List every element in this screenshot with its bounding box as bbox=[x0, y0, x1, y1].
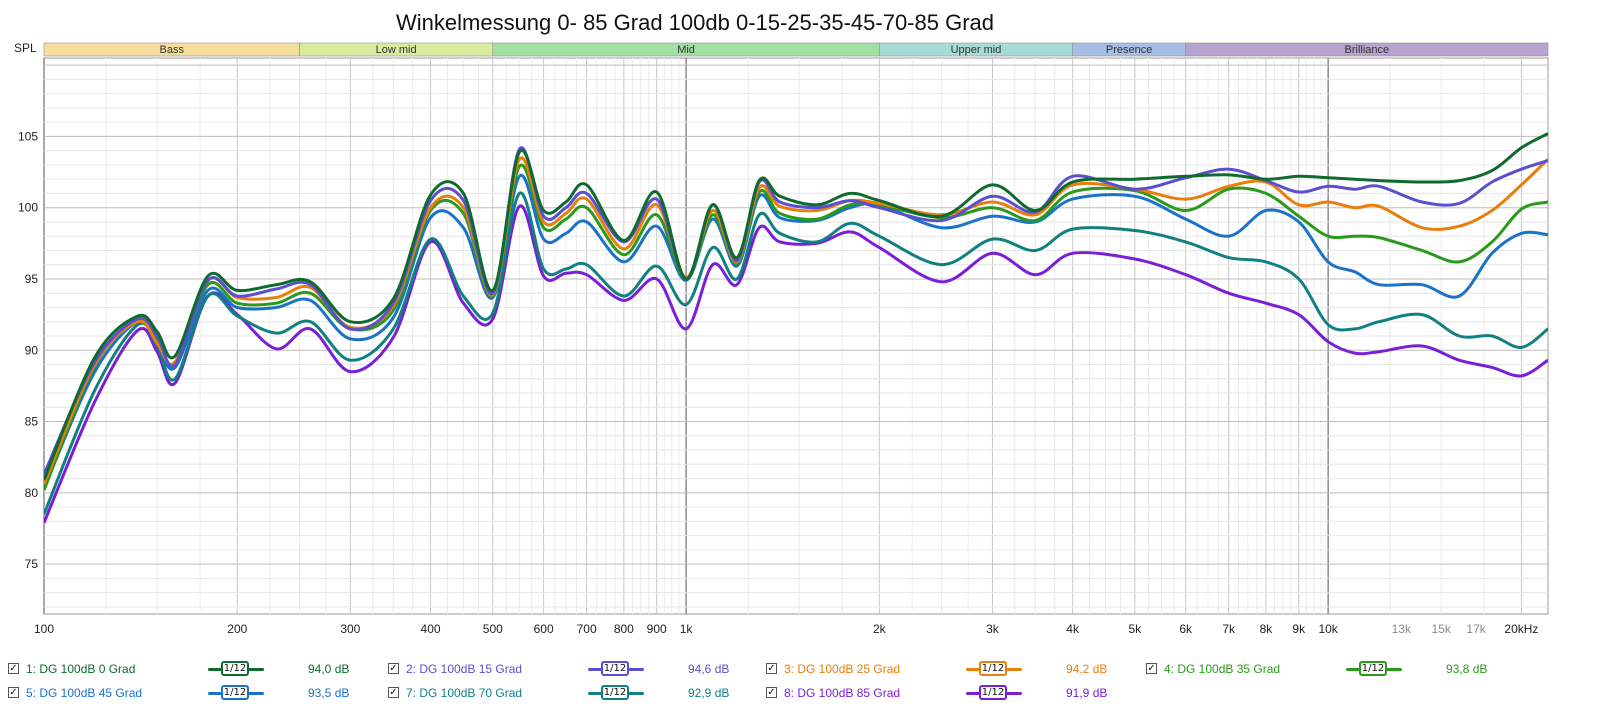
legend-checkbox[interactable]: ✓ bbox=[766, 687, 777, 698]
legend-checkbox[interactable]: ✓ bbox=[8, 663, 19, 674]
smoothing-control[interactable]: 1/12 bbox=[966, 684, 1022, 702]
series-line bbox=[44, 191, 1548, 515]
series-line bbox=[44, 163, 1548, 491]
series-line bbox=[44, 132, 1548, 481]
y-tick-label: 100 bbox=[18, 201, 38, 215]
y-tick-label: 95 bbox=[25, 272, 39, 286]
smoothing-label: 1/12 bbox=[1359, 661, 1387, 676]
y-tick-label: 105 bbox=[18, 129, 38, 143]
x-tick-label: 800 bbox=[614, 622, 634, 636]
smoothing-label: 1/12 bbox=[601, 685, 629, 700]
chart-title: Winkelmessung 0- 85 Grad 100db 0-15-25-3… bbox=[396, 10, 994, 35]
series-line bbox=[44, 204, 1548, 524]
x-tick-label: 7k bbox=[1222, 622, 1236, 636]
smoothing-control[interactable]: 1/12 bbox=[208, 660, 264, 678]
legend-series-name: 1: DG 100dB 0 Grad bbox=[26, 662, 136, 676]
legend-item: ✓ 7: DG 100dB 70 Grad 1/12 92,9 dB bbox=[388, 684, 758, 704]
legend-item: ✓ 8: DG 100dB 85 Grad 1/12 91,9 dB bbox=[766, 684, 1136, 704]
legend-series-name: 4: DG 100dB 35 Grad bbox=[1164, 662, 1281, 676]
smoothing-control[interactable]: 1/12 bbox=[208, 684, 264, 702]
legend-item: ✓ 2: DG 100dB 15 Grad 1/12 94,6 dB bbox=[388, 660, 758, 680]
legend-checkbox[interactable]: ✓ bbox=[388, 663, 399, 674]
y-tick-label: 85 bbox=[25, 415, 39, 429]
x-tick-label: 17k bbox=[1466, 622, 1486, 636]
legend-series-name: 8: DG 100dB 85 Grad bbox=[784, 686, 901, 700]
x-tick-label: 20kHz bbox=[1504, 622, 1538, 636]
legend-level: 94,2 dB bbox=[1066, 662, 1108, 676]
y-tick-label: 75 bbox=[25, 557, 39, 571]
legend-level: 94,6 dB bbox=[688, 662, 730, 676]
band-label: Low mid bbox=[376, 44, 417, 56]
legend-item: ✓ 4: DG 100dB 35 Grad 1/12 93,8 dB bbox=[1146, 660, 1516, 680]
x-tick-label: 6k bbox=[1179, 622, 1193, 636]
smoothing-label: 1/12 bbox=[979, 685, 1007, 700]
smoothing-label: 1/12 bbox=[979, 661, 1007, 676]
smoothing-label: 1/12 bbox=[601, 661, 629, 676]
legend-item: ✓ 5: DG 100dB 45 Grad 1/12 93,5 dB bbox=[8, 684, 378, 704]
x-tick-label: 100 bbox=[34, 622, 54, 636]
legend-level: 94,0 dB bbox=[308, 662, 350, 676]
x-tick-label: 700 bbox=[577, 622, 597, 636]
series-lines bbox=[44, 132, 1548, 524]
x-tick-label: 200 bbox=[227, 622, 247, 636]
legend-level: 93,5 dB bbox=[308, 686, 350, 700]
x-axis-ticks: 100 200 300 400 500 600 700 800 900 1k 2k 3k 4k 5k 6k 7… bbox=[34, 622, 1538, 636]
smoothing-control[interactable]: 1/12 bbox=[966, 660, 1022, 678]
x-tick-label: 300 bbox=[340, 622, 360, 636]
band-label: Mid bbox=[677, 44, 695, 56]
frequency-response-chart: Winkelmessung 0- 85 Grad 100db 0-15-25-3… bbox=[14, 10, 1549, 636]
x-tick-label: 1k bbox=[680, 622, 694, 636]
legend-item: ✓ 3: DG 100dB 25 Grad 1/12 94,2 dB bbox=[766, 660, 1136, 680]
legend-series-name: 7: DG 100dB 70 Grad bbox=[406, 686, 523, 700]
legend: ✓ 1: DG 100dB 0 Grad 1/12 94,0 dB ✓ 2: DG 100… bbox=[0, 660, 1600, 710]
smoothing-control[interactable]: 1/12 bbox=[588, 660, 644, 678]
smoothing-control[interactable]: 1/12 bbox=[588, 684, 644, 702]
legend-level: 92,9 dB bbox=[688, 686, 730, 700]
x-tick-label: 2k bbox=[873, 622, 887, 636]
legend-level: 93,8 dB bbox=[1446, 662, 1488, 676]
x-tick-label: 500 bbox=[483, 622, 503, 636]
x-tick-label: 900 bbox=[647, 622, 667, 636]
x-tick-label: 9k bbox=[1292, 622, 1306, 636]
smoothing-label: 1/12 bbox=[221, 685, 249, 700]
legend-checkbox[interactable]: ✓ bbox=[388, 687, 399, 698]
band-label: Upper mid bbox=[951, 44, 1002, 56]
legend-checkbox[interactable]: ✓ bbox=[766, 663, 777, 674]
legend-series-name: 3: DG 100dB 25 Grad bbox=[784, 662, 901, 676]
x-tick-label: 600 bbox=[534, 622, 554, 636]
legend-checkbox[interactable]: ✓ bbox=[8, 687, 19, 698]
y-tick-label: 80 bbox=[25, 486, 39, 500]
legend-series-name: 2: DG 100dB 15 Grad bbox=[406, 662, 523, 676]
x-tick-label: 4k bbox=[1066, 622, 1080, 636]
y-axis-label: SPL bbox=[14, 41, 37, 55]
smoothing-label: 1/12 bbox=[221, 661, 249, 676]
y-tick-label: 90 bbox=[25, 343, 39, 357]
x-tick-label: 10k bbox=[1318, 622, 1338, 636]
band-label: Bass bbox=[160, 44, 185, 56]
x-tick-label: 3k bbox=[986, 622, 1000, 636]
legend-series-name: 5: DG 100dB 45 Grad bbox=[26, 686, 143, 700]
x-tick-label: 13k bbox=[1392, 622, 1412, 636]
frequency-bands: Bass Low mid Mid Upper mid Presence Brillianc… bbox=[43, 42, 1549, 57]
x-tick-label: 400 bbox=[421, 622, 441, 636]
series-line bbox=[44, 156, 1548, 485]
smoothing-control[interactable]: 1/12 bbox=[1346, 660, 1402, 678]
y-axis-ticks: 75 80 85 90 95 100 105 bbox=[18, 129, 38, 571]
band-brilliance bbox=[1185, 42, 1549, 57]
band-label: Presence bbox=[1106, 44, 1152, 56]
x-tick-label: 15k bbox=[1432, 622, 1452, 636]
x-tick-label: 8k bbox=[1260, 622, 1274, 636]
legend-level: 91,9 dB bbox=[1066, 686, 1108, 700]
legend-checkbox[interactable]: ✓ bbox=[1146, 663, 1157, 674]
legend-item: ✓ 1: DG 100dB 0 Grad 1/12 94,0 dB bbox=[8, 660, 378, 680]
series-line bbox=[44, 173, 1548, 490]
x-tick-label: 5k bbox=[1129, 622, 1143, 636]
band-label: Brilliance bbox=[1345, 44, 1390, 56]
